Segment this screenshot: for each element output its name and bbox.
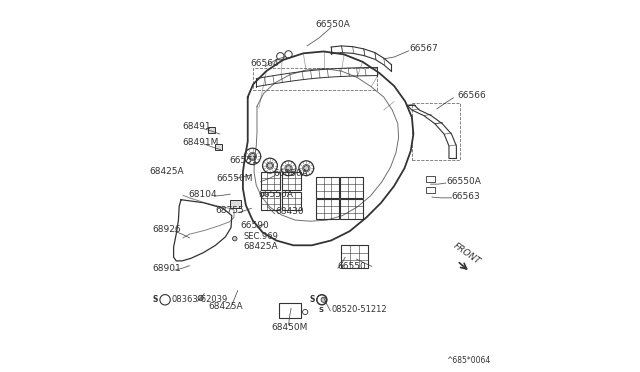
Bar [260, 172, 280, 190]
Text: ^685*0064: ^685*0064 [446, 356, 490, 365]
Bar [279, 304, 301, 318]
Text: 66550A: 66550A [316, 20, 351, 29]
Text: 66566: 66566 [457, 91, 486, 100]
Text: 68926: 68926 [152, 225, 181, 234]
Text: S: S [153, 295, 158, 304]
Text: 68430: 68430 [276, 208, 304, 217]
Circle shape [304, 166, 309, 171]
Bar [230, 200, 241, 208]
Text: 68104: 68104 [188, 190, 217, 199]
Bar [282, 192, 301, 210]
Bar [426, 187, 435, 193]
Bar [340, 177, 363, 198]
Text: 08363-62039: 08363-62039 [172, 295, 228, 304]
Bar [340, 199, 363, 219]
Text: 66550A: 66550A [259, 190, 294, 199]
Text: 08520-51212: 08520-51212 [331, 305, 387, 314]
Bar [342, 245, 368, 267]
Bar [316, 199, 339, 219]
Bar [260, 192, 280, 210]
Circle shape [232, 236, 237, 241]
Circle shape [321, 297, 326, 302]
Text: 66567: 66567 [409, 44, 438, 53]
Bar [316, 177, 339, 198]
Circle shape [198, 295, 204, 301]
Circle shape [268, 163, 273, 168]
Text: 68755: 68755 [216, 206, 244, 215]
Bar [208, 128, 215, 133]
Text: SEC.969: SEC.969 [243, 232, 278, 241]
Circle shape [286, 166, 291, 171]
Text: 68425A: 68425A [150, 167, 184, 176]
Circle shape [250, 153, 255, 159]
Bar [282, 172, 301, 190]
Text: 68491M: 68491M [183, 138, 220, 147]
Text: 66550A: 66550A [446, 177, 481, 186]
Text: 66564: 66564 [250, 59, 279, 68]
Text: S: S [310, 295, 315, 304]
Text: 66563: 66563 [452, 192, 480, 201]
Text: 68425A: 68425A [243, 241, 278, 250]
Text: 66551: 66551 [229, 155, 258, 164]
Bar [426, 176, 435, 182]
Text: 66550: 66550 [338, 262, 367, 271]
Text: 68491: 68491 [183, 122, 211, 131]
Text: 66590: 66590 [240, 221, 269, 230]
Bar [216, 144, 222, 150]
Text: 68425A: 68425A [209, 302, 243, 311]
Text: S: S [319, 307, 324, 313]
Text: 68450M: 68450M [271, 323, 308, 332]
Text: 66550A: 66550A [274, 169, 308, 177]
Text: FRONT: FRONT [452, 241, 482, 266]
Text: 66550M: 66550M [216, 174, 253, 183]
Text: 68901: 68901 [152, 264, 181, 273]
